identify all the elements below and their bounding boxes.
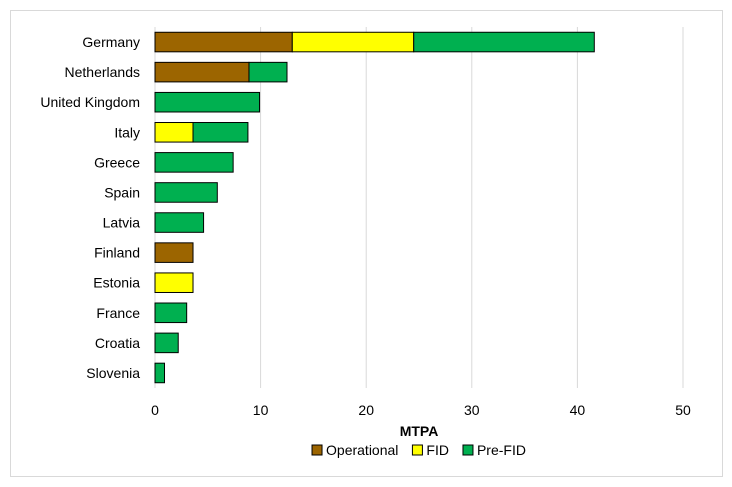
category-label: United Kingdom <box>40 94 140 110</box>
bar-pre-fid-croatia <box>154 332 179 354</box>
bar-fid-italy <box>154 122 194 143</box>
category-label: Greece <box>94 154 140 170</box>
bar-pre-fid-spain <box>154 182 218 203</box>
bar-pre-fid-france <box>154 302 188 324</box>
bar-operational-germany <box>154 31 293 53</box>
category-label: Spain <box>104 184 140 200</box>
category-label: Netherlands <box>65 64 141 80</box>
legend-label: Pre-FID <box>477 442 526 458</box>
x-tick-label: 40 <box>570 402 586 418</box>
bar-pre-fid-united-kingdom <box>154 91 261 113</box>
bar-operational-netherlands <box>154 61 250 83</box>
bar-operational-finland <box>154 242 194 263</box>
category-label: Latvia <box>103 215 141 231</box>
bar-fid-estonia <box>154 272 194 293</box>
category-label: Italy <box>114 124 140 140</box>
legend-swatch-operational <box>311 444 323 456</box>
category-label: Finland <box>94 245 140 261</box>
bar-pre-fid-germany <box>413 31 595 53</box>
bar-pre-fid-italy <box>192 122 249 143</box>
category-label: Estonia <box>93 275 140 291</box>
bar-pre-fid-netherlands <box>248 61 288 83</box>
category-label: France <box>96 305 140 321</box>
x-tick-label: 0 <box>151 402 159 418</box>
x-tick-label: 30 <box>464 402 480 418</box>
bar-pre-fid-greece <box>154 152 234 173</box>
category-label: Germany <box>82 34 140 50</box>
legend-swatch-pre-fid <box>462 444 474 456</box>
category-label: Croatia <box>95 335 140 351</box>
bar-pre-fid-latvia <box>154 212 205 233</box>
x-tick-label: 10 <box>253 402 269 418</box>
x-axis-title: MTPA <box>400 423 439 439</box>
x-tick-label: 50 <box>675 402 691 418</box>
bar-pre-fid-slovenia <box>154 362 166 384</box>
bar-fid-germany <box>291 31 415 53</box>
legend-swatch-fid <box>411 444 423 456</box>
x-tick-label: 20 <box>358 402 374 418</box>
legend-label: Operational <box>326 442 398 458</box>
legend-label: FID <box>426 442 449 458</box>
category-label: Slovenia <box>86 365 140 381</box>
